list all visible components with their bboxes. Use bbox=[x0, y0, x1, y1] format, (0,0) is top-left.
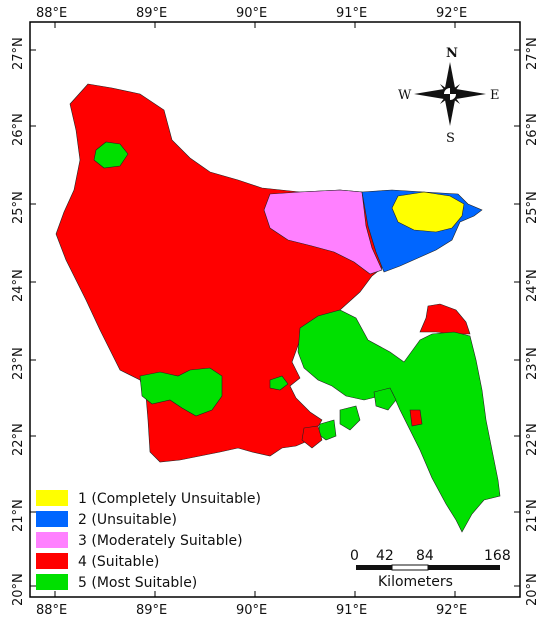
scale-unit: Kilometers bbox=[378, 574, 453, 590]
lon-tick-label-top: 88°E bbox=[36, 6, 67, 21]
lat-ticks-left: 27°N 26°N 25°N 24°N 23°N 22°N 21°N 20°N bbox=[11, 37, 36, 606]
legend-label: 2 (Unsuitable) bbox=[78, 512, 177, 528]
lat-tick-label-left: 26°N bbox=[11, 113, 26, 146]
legend-swatch bbox=[36, 490, 68, 506]
lat-tick-label-left: 22°N bbox=[11, 423, 26, 456]
lon-tick-label-bottom: 91°E bbox=[336, 603, 367, 618]
compass-arrow-s bbox=[445, 100, 455, 126]
lat-tick-label-left: 25°N bbox=[11, 191, 26, 224]
island-e bbox=[409, 409, 423, 427]
compass-arrow-w bbox=[414, 89, 444, 99]
legend-swatch bbox=[36, 553, 68, 569]
lat-tick-label-left: 27°N bbox=[11, 37, 26, 70]
region-most-suitable-se bbox=[297, 309, 501, 533]
legend-label: 3 (Moderately Suitable) bbox=[78, 533, 243, 549]
legend-swatch bbox=[36, 532, 68, 548]
compass-center-fill bbox=[443, 87, 457, 101]
legend-swatch bbox=[36, 574, 68, 590]
scale-label-0: 0 bbox=[350, 548, 359, 564]
scale-segment-2 bbox=[391, 564, 429, 571]
lat-tick-label-left: 20°N bbox=[11, 573, 26, 606]
compass-e: E bbox=[490, 88, 500, 103]
scale-label-84: 84 bbox=[416, 548, 434, 564]
lat-tick-label-right: 22°N bbox=[525, 423, 540, 456]
lat-tick-label-right: 25°N bbox=[525, 191, 540, 224]
lon-tick-label-bottom: 90°E bbox=[236, 603, 267, 618]
scale-label-168: 168 bbox=[484, 548, 511, 564]
lat-tick-label-right: 26°N bbox=[525, 113, 540, 146]
scale-bar: 0 42 84 168 Kilometers bbox=[350, 548, 511, 590]
lat-tick-label-right: 20°N bbox=[525, 573, 540, 606]
scale-label-42: 42 bbox=[376, 548, 394, 564]
compass-n: N bbox=[446, 46, 458, 61]
region-most-suitable-nw bbox=[93, 141, 129, 169]
lon-tick-label-top: 90°E bbox=[236, 6, 267, 21]
lon-tick-label-bottom: 88°E bbox=[36, 603, 67, 618]
island-b bbox=[373, 387, 397, 411]
lat-tick-label-left: 24°N bbox=[11, 269, 26, 302]
lon-tick-label-bottom: 92°E bbox=[436, 603, 467, 618]
legend: 1 (Completely Unsuitable) 2 (Unsuitable) 3… bbox=[36, 490, 261, 591]
island-d bbox=[301, 425, 323, 449]
lat-tick-label-left: 21°N bbox=[11, 499, 26, 532]
legend-label: 5 (Most Suitable) bbox=[78, 575, 197, 591]
compass-rose: N S E W bbox=[398, 46, 500, 146]
region-moderately-suitable bbox=[263, 189, 383, 275]
lon-tick-label-top: 89°E bbox=[136, 6, 167, 21]
lon-tick-label-bottom: 89°E bbox=[136, 603, 167, 618]
lat-tick-label-right: 27°N bbox=[525, 37, 540, 70]
lon-tick-label-top: 91°E bbox=[336, 6, 367, 21]
lat-tick-label-right: 21°N bbox=[525, 499, 540, 532]
region-most-suitable-dot bbox=[269, 375, 289, 391]
compass-s: S bbox=[446, 131, 455, 146]
lat-ticks-right: 27°N 26°N 25°N 24°N 23°N 22°N 21°N 20°N bbox=[514, 37, 540, 606]
lon-tick-label-top: 92°E bbox=[436, 6, 467, 21]
legend-label: 4 (Suitable) bbox=[78, 554, 159, 570]
compass-arrow-n bbox=[445, 62, 455, 88]
island-a bbox=[339, 405, 361, 431]
legend-label: 1 (Completely Unsuitable) bbox=[78, 491, 261, 507]
compass-arrow-e bbox=[456, 89, 486, 99]
region-completely-unsuitable bbox=[391, 191, 465, 233]
scale-segment-1 bbox=[356, 565, 392, 570]
lat-tick-label-left: 23°N bbox=[11, 347, 26, 380]
compass-w: W bbox=[398, 88, 412, 103]
lon-ticks-bottom: 88°E 89°E 90°E 91°E 92°E bbox=[36, 591, 467, 618]
lat-tick-label-right: 24°N bbox=[525, 269, 540, 302]
region-most-suitable-sw bbox=[139, 367, 223, 417]
scale-segment-3 bbox=[428, 565, 500, 570]
lat-tick-label-right: 23°N bbox=[525, 347, 540, 380]
lon-ticks-top: 88°E 89°E 90°E 91°E 92°E bbox=[36, 6, 467, 28]
legend-swatch bbox=[36, 511, 68, 527]
